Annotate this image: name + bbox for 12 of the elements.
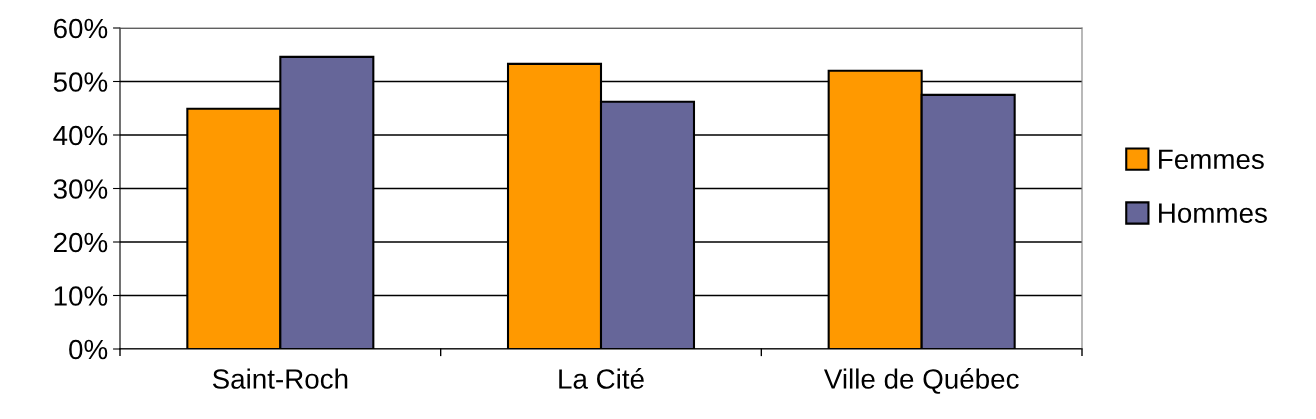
x-tick-label: La Cité	[559, 368, 644, 389]
y-tick-label: 50%	[53, 72, 108, 92]
legend-label: Hommes	[1159, 203, 1267, 223]
y-tick-label: 10%	[54, 286, 108, 306]
y-tick-label: 30%	[53, 179, 108, 199]
legend-label: Femmes	[1159, 149, 1264, 170]
x-tick-label: Ville de Québec	[823, 368, 1019, 394]
y-tick-label: 60%	[54, 18, 108, 39]
y-tick-label: 20%	[54, 232, 108, 253]
y-tick-label: 0%	[69, 339, 108, 360]
y-tick-label: 40%	[53, 125, 108, 146]
x-tick-label: Saint-Roch	[212, 368, 348, 389]
